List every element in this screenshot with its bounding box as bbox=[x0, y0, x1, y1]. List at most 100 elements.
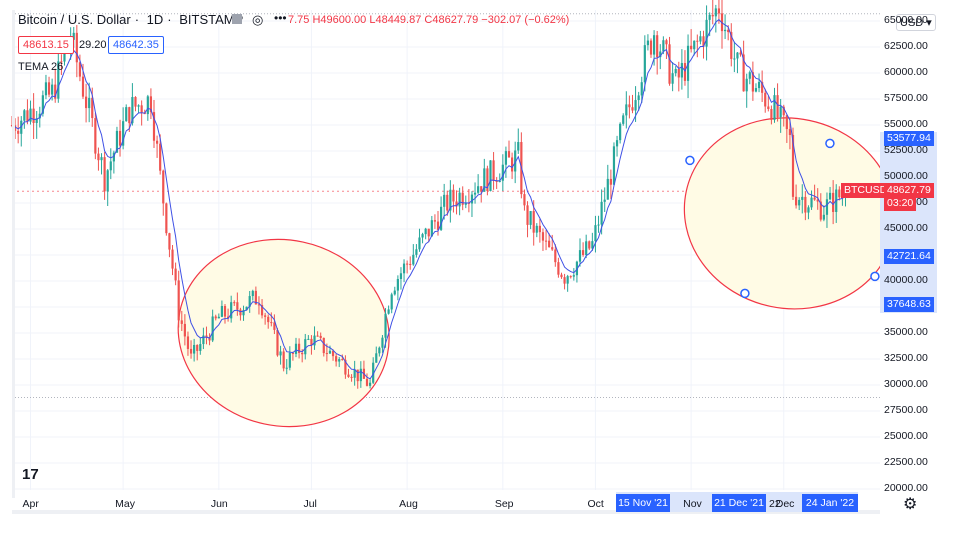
candle-body bbox=[433, 220, 437, 222]
candle-body bbox=[470, 194, 474, 204]
interval[interactable]: 1D bbox=[146, 12, 164, 27]
ellipse-handle[interactable] bbox=[825, 138, 835, 149]
candle-body bbox=[563, 277, 566, 284]
candle-body bbox=[84, 96, 88, 109]
candle-body bbox=[41, 95, 44, 114]
symbol-title[interactable]: Bitcoin / U.S. Dollar · 1D · BITSTAMP bbox=[18, 12, 244, 27]
left-scrollbar[interactable] bbox=[12, 10, 15, 498]
candle-body bbox=[193, 344, 196, 354]
candle-body bbox=[387, 309, 390, 314]
candle-body bbox=[285, 367, 288, 369]
candle-body bbox=[594, 225, 597, 242]
candle-body bbox=[745, 78, 748, 92]
candle-body bbox=[816, 199, 819, 202]
candle-body bbox=[248, 296, 251, 307]
candle-body bbox=[554, 249, 557, 263]
candle-body bbox=[51, 84, 54, 95]
gear-icon[interactable]: ⚙ bbox=[903, 496, 918, 513]
range-end-date: 21 Dec '21 bbox=[712, 494, 766, 512]
candle-body bbox=[91, 97, 94, 119]
candle-body bbox=[449, 189, 452, 211]
candle-body bbox=[603, 199, 606, 202]
spread-value: 29.20 bbox=[79, 39, 107, 51]
sell-price-button[interactable]: 48613.15 bbox=[18, 36, 74, 54]
candle-body bbox=[477, 186, 480, 193]
candle-body bbox=[659, 51, 662, 58]
candle-body bbox=[118, 130, 122, 146]
candle-body bbox=[510, 157, 514, 172]
candle-body bbox=[134, 97, 137, 107]
candle-body bbox=[220, 305, 224, 317]
candle-body bbox=[226, 316, 230, 319]
candle-body bbox=[137, 105, 140, 107]
ellipse-handle[interactable] bbox=[870, 271, 880, 282]
candle-body bbox=[270, 322, 273, 324]
ellipse-handle[interactable] bbox=[740, 288, 750, 299]
candle-body bbox=[548, 240, 551, 248]
candle-body bbox=[538, 225, 541, 233]
tradingview-logo-icon[interactable]: 17 bbox=[22, 466, 39, 483]
candle-body bbox=[174, 268, 177, 281]
candle-body bbox=[452, 189, 455, 202]
candle-body bbox=[310, 338, 313, 346]
candle-body bbox=[723, 29, 727, 32]
candle-body bbox=[103, 157, 106, 192]
candle-body bbox=[328, 350, 332, 354]
candle-body bbox=[20, 120, 23, 134]
candle-body bbox=[736, 52, 739, 59]
candle-body bbox=[541, 232, 545, 241]
more-icon[interactable]: ••• bbox=[274, 11, 287, 25]
ohlc-values: 7.75 H49600.00 L48449.87 C48627.79 −302.… bbox=[288, 14, 570, 26]
candle-body bbox=[606, 178, 609, 200]
candle-body bbox=[335, 356, 338, 362]
candle-body bbox=[523, 194, 526, 206]
candle-body bbox=[159, 143, 162, 171]
price-tick-label: 27500.00 bbox=[884, 404, 928, 416]
currency-select[interactable]: USD ▾ bbox=[896, 14, 936, 31]
candle-body bbox=[273, 322, 276, 330]
candle-body bbox=[115, 130, 119, 153]
candle-body bbox=[23, 110, 26, 121]
price-tick-label: 60000.00 bbox=[884, 66, 928, 78]
price-tick-label: 22500.00 bbox=[884, 456, 928, 468]
candle-body bbox=[733, 58, 736, 60]
candle-body bbox=[615, 140, 619, 147]
candle-body bbox=[282, 351, 285, 369]
candle-body bbox=[486, 168, 489, 192]
currency-label: USD bbox=[900, 17, 924, 29]
bottom-scrollbar[interactable] bbox=[12, 510, 880, 514]
candle-body bbox=[365, 378, 369, 386]
candle-body bbox=[29, 108, 32, 122]
tema-line bbox=[11, 18, 846, 380]
candle-body bbox=[473, 192, 477, 195]
candle-body bbox=[75, 32, 78, 63]
candle-body bbox=[581, 250, 585, 255]
candle-body bbox=[640, 82, 643, 96]
eye-icon[interactable]: ◎ bbox=[252, 12, 264, 27]
candle-body bbox=[832, 192, 835, 212]
symbol-badge: BTCUSD bbox=[841, 183, 891, 198]
ellipse-handle[interactable] bbox=[685, 155, 695, 166]
candle-body bbox=[26, 110, 29, 122]
candle-body bbox=[208, 337, 211, 341]
candle-body bbox=[597, 224, 600, 226]
price-tick-label: 35000.00 bbox=[884, 326, 928, 338]
candle-body bbox=[461, 192, 464, 205]
candle-body bbox=[436, 221, 440, 230]
candle-body bbox=[372, 362, 375, 383]
candle-body bbox=[455, 201, 458, 207]
candle-body bbox=[557, 262, 560, 275]
flag-icon[interactable] bbox=[232, 14, 242, 24]
candle-body bbox=[359, 368, 362, 382]
buy-price-button[interactable]: 48642.35 bbox=[108, 36, 164, 54]
candle-body bbox=[507, 151, 511, 158]
candle-body bbox=[810, 197, 813, 208]
candle-body bbox=[406, 263, 409, 265]
candle-body bbox=[791, 134, 795, 197]
candle-body bbox=[217, 316, 220, 319]
indicator-legend[interactable]: TEMA 26 bbox=[18, 61, 64, 73]
price-tick-label: 65000.00 bbox=[884, 14, 928, 26]
time-tick-label: Dec bbox=[775, 498, 795, 510]
candle-body bbox=[257, 304, 261, 306]
